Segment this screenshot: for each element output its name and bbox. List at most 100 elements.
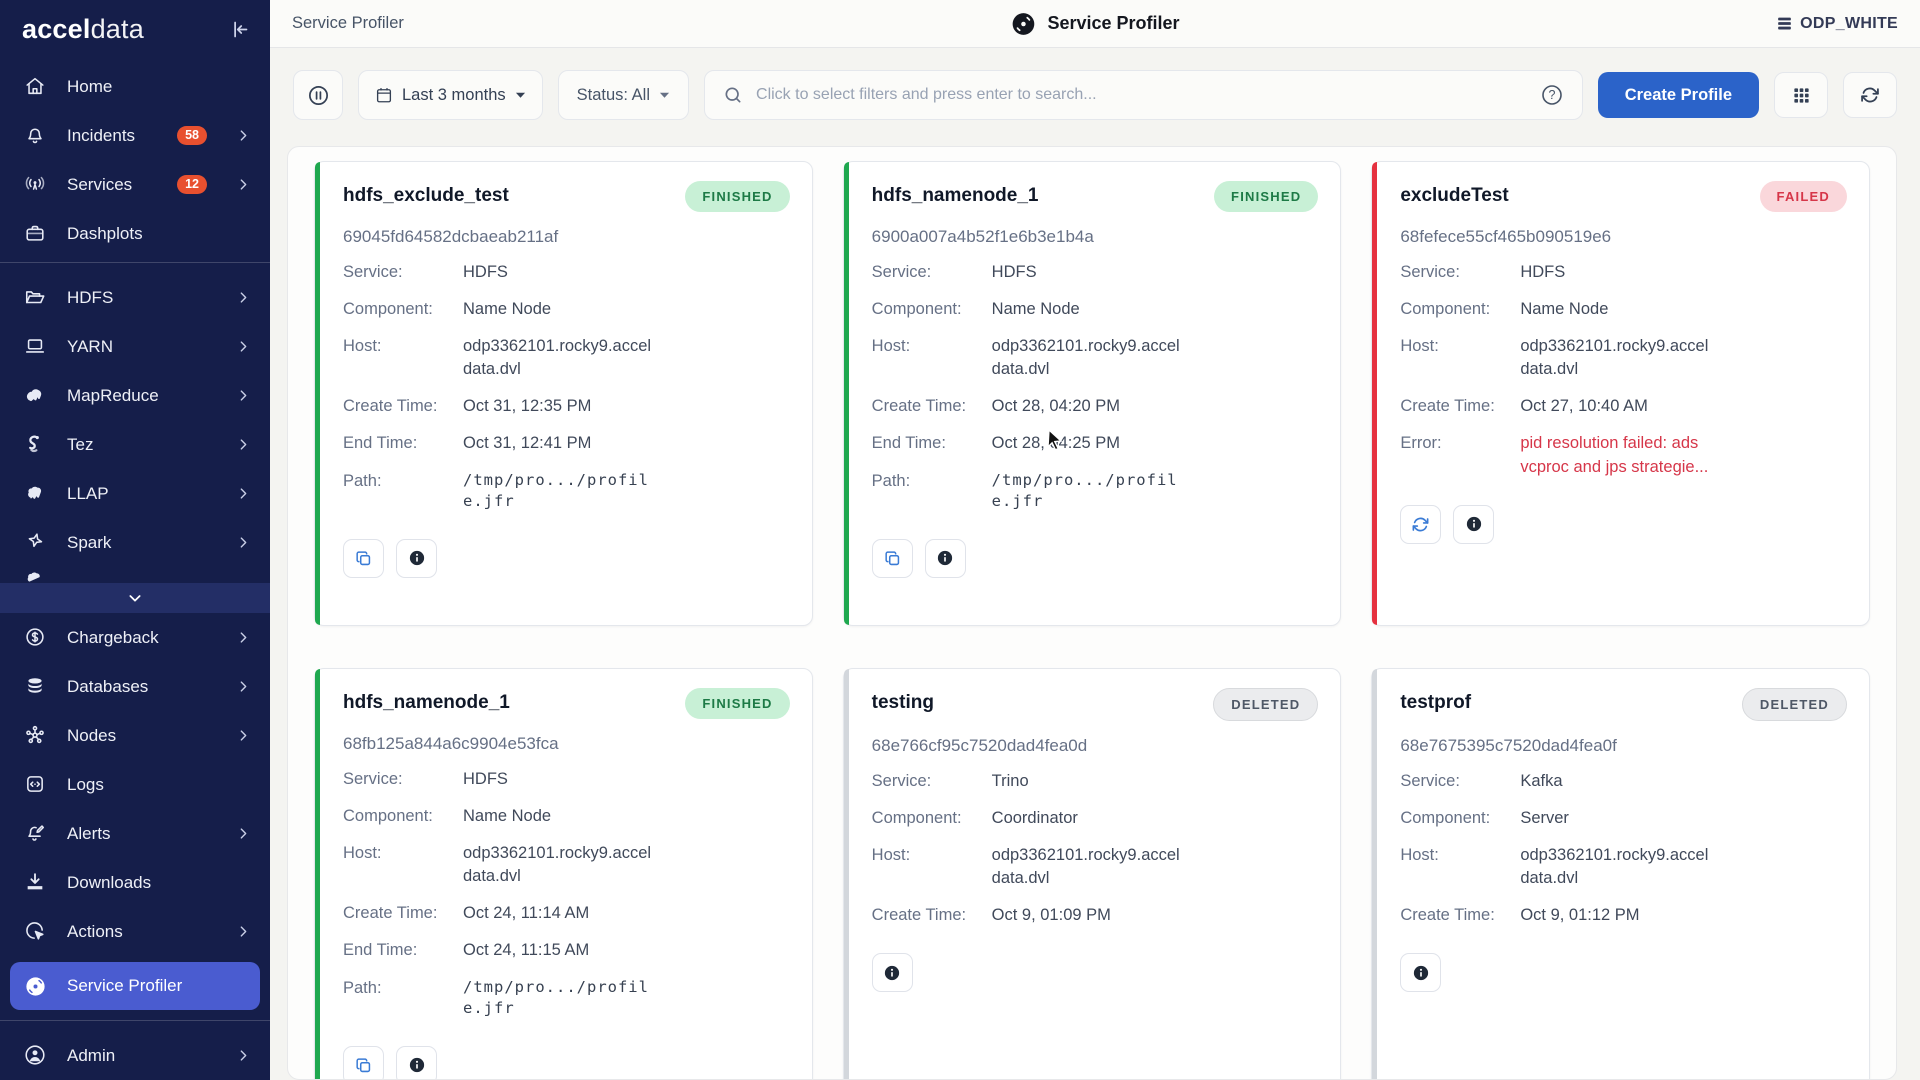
sidebar-item-alerts[interactable]: Alerts bbox=[0, 809, 270, 858]
sidebar-item-partial[interactable] bbox=[0, 567, 270, 583]
info-button[interactable] bbox=[871, 953, 913, 993]
retry-icon bbox=[1411, 515, 1430, 534]
card-header: hdfs_namenode_1 FINISHED bbox=[343, 688, 790, 719]
sidebar-item-tez[interactable]: Tez bbox=[0, 420, 270, 469]
sidebar-item-incidents[interactable]: Incidents 58 bbox=[0, 111, 270, 160]
card-title: testprof bbox=[1400, 692, 1472, 713]
copy-button[interactable] bbox=[871, 538, 913, 578]
cluster-name: ODP_WHITE bbox=[1800, 14, 1898, 32]
profile-card: hdfs_exclude_test FINISHED 69045fd64582dcb… bbox=[314, 161, 813, 626]
field-row: End Time: Oct 31, 12:41 PM bbox=[343, 432, 790, 455]
nodes-icon bbox=[24, 724, 47, 747]
field-value: /tmp/pro.../profil e.jfr bbox=[463, 470, 649, 511]
sidebar-item-mapreduce[interactable]: MapReduce bbox=[0, 371, 270, 420]
incidents-badge: 58 bbox=[177, 126, 207, 145]
sidebar-item-databases[interactable]: Databases bbox=[0, 662, 270, 711]
sidebar-item-chargeback[interactable]: Chargeback bbox=[0, 613, 270, 662]
chevron-right-icon bbox=[237, 680, 250, 693]
info-button[interactable] bbox=[396, 538, 437, 578]
info-icon bbox=[1465, 515, 1483, 533]
grid-icon bbox=[1792, 86, 1811, 105]
sidebar-item-label: Home bbox=[67, 76, 113, 96]
field-value: Oct 24, 11:14 AM bbox=[463, 904, 590, 923]
card-actions bbox=[871, 953, 1319, 993]
sidebar-item-admin[interactable]: Admin bbox=[0, 1031, 270, 1080]
field-label: Create Time: bbox=[871, 397, 967, 416]
sidebar-item-spark[interactable]: Spark bbox=[0, 518, 270, 567]
info-button[interactable] bbox=[924, 538, 966, 578]
field-label: Service: bbox=[871, 772, 932, 790]
pause-refresh-button[interactable] bbox=[293, 70, 343, 120]
copy-button[interactable] bbox=[343, 538, 384, 578]
person-circle-icon bbox=[24, 1044, 47, 1067]
field-row: Create Time: Oct 24, 11:14 AM bbox=[343, 902, 790, 925]
sidebar-item-label: Spark bbox=[67, 532, 112, 552]
sidebar-item-label: Services bbox=[67, 174, 133, 194]
field-row: Create Time: Oct 27, 10:40 AM bbox=[1400, 395, 1847, 418]
field-label: Create Time: bbox=[871, 906, 967, 925]
sidebar-item-home[interactable]: Home bbox=[0, 62, 270, 111]
field-label: Component: bbox=[1400, 809, 1491, 828]
sidebar-item-label: Alerts bbox=[67, 823, 111, 843]
field-row: Create Time: Oct 9, 01:09 PM bbox=[872, 904, 1319, 927]
field-value: Oct 24, 11:15 AM bbox=[463, 941, 590, 960]
field-value: Oct 28, 04:25 PM bbox=[991, 434, 1121, 453]
profile-card: excludeTest FAILED 68fefece55cf465b090519e… bbox=[1371, 161, 1870, 626]
chevron-right-icon bbox=[237, 129, 250, 142]
time-range-dropdown[interactable]: Last 3 months bbox=[358, 70, 543, 120]
field-label: Error: bbox=[1400, 434, 1442, 453]
sidebar-item-downloads[interactable]: Downloads bbox=[0, 858, 270, 907]
bell-edit-icon bbox=[24, 822, 47, 845]
top-bar: Service Profiler Service Profiler ODP_WH… bbox=[270, 0, 1920, 48]
create-profile-button[interactable]: Create Profile bbox=[1597, 72, 1759, 118]
main-area: Service Profiler Service Profiler ODP_WH… bbox=[270, 0, 1920, 1080]
field-value: Oct 31, 12:41 PM bbox=[463, 434, 592, 453]
field-value: odp3362101.rocky9.accel data.dvl bbox=[463, 844, 652, 886]
sidebar-item-label: HDFS bbox=[67, 287, 114, 307]
database-icon bbox=[24, 675, 47, 698]
field-value: HDFS bbox=[991, 263, 1037, 281]
status-filter-dropdown[interactable]: Status: All bbox=[557, 70, 690, 120]
field-row: Path: /tmp/pro.../profil e.jfr bbox=[872, 470, 1319, 513]
home-icon bbox=[24, 75, 47, 98]
pause-icon bbox=[307, 84, 330, 107]
sidebar-item-services[interactable]: Services 12 bbox=[0, 160, 270, 209]
search-input[interactable] bbox=[756, 86, 1527, 104]
info-icon bbox=[936, 549, 954, 567]
copy-button[interactable] bbox=[343, 1045, 384, 1079]
info-button[interactable] bbox=[396, 1045, 437, 1079]
sidebar-item-hdfs[interactable]: HDFS bbox=[0, 273, 270, 322]
sidebar-item-dashplots[interactable]: Dashplots bbox=[0, 209, 270, 258]
field-row: End Time: Oct 28, 04:25 PM bbox=[872, 432, 1319, 455]
card-actions bbox=[1400, 504, 1847, 544]
sidebar-item-label: Databases bbox=[67, 676, 149, 696]
breadcrumb: Service Profiler bbox=[292, 14, 404, 32]
retry-profile-button[interactable] bbox=[1400, 504, 1442, 544]
sidebar-item-yarn[interactable]: YARN bbox=[0, 322, 270, 371]
sidebar-item-nodes[interactable]: Nodes bbox=[0, 711, 270, 760]
field-value: Name Node bbox=[463, 300, 552, 319]
logo-light: data bbox=[90, 13, 144, 44]
field-row: Host: odp3362101.rocky9.accel data.dvl bbox=[872, 335, 1319, 381]
broadcast-icon bbox=[24, 173, 47, 196]
sidebar-expand-row[interactable] bbox=[0, 583, 270, 613]
field-value: pid resolution failed: ads vcproc and jp… bbox=[1520, 434, 1709, 476]
cluster-selector[interactable]: ODP_WHITE bbox=[1775, 14, 1898, 33]
sidebar-item-logs[interactable]: Logs bbox=[0, 760, 270, 809]
sidebar-item-llap[interactable]: LLAP bbox=[0, 469, 270, 518]
help-icon[interactable]: ? bbox=[1540, 83, 1564, 107]
info-button[interactable] bbox=[1453, 504, 1495, 544]
sidebar-item-actions[interactable]: Actions bbox=[0, 907, 270, 956]
chevron-right-icon bbox=[237, 487, 250, 500]
cluster-icon bbox=[1775, 14, 1794, 33]
chevron-right-icon bbox=[237, 729, 250, 742]
field-row: Component: Name Node bbox=[872, 298, 1319, 321]
seahorse-icon bbox=[24, 433, 47, 456]
code-file-icon bbox=[24, 773, 47, 796]
info-button[interactable] bbox=[1400, 953, 1442, 993]
collapse-sidebar-icon[interactable] bbox=[229, 19, 250, 40]
sidebar-item-service-profiler[interactable]: Service Profiler bbox=[10, 962, 260, 1010]
refresh-button[interactable] bbox=[1843, 72, 1897, 118]
chevron-right-icon bbox=[237, 389, 250, 402]
grid-view-button[interactable] bbox=[1774, 72, 1828, 118]
